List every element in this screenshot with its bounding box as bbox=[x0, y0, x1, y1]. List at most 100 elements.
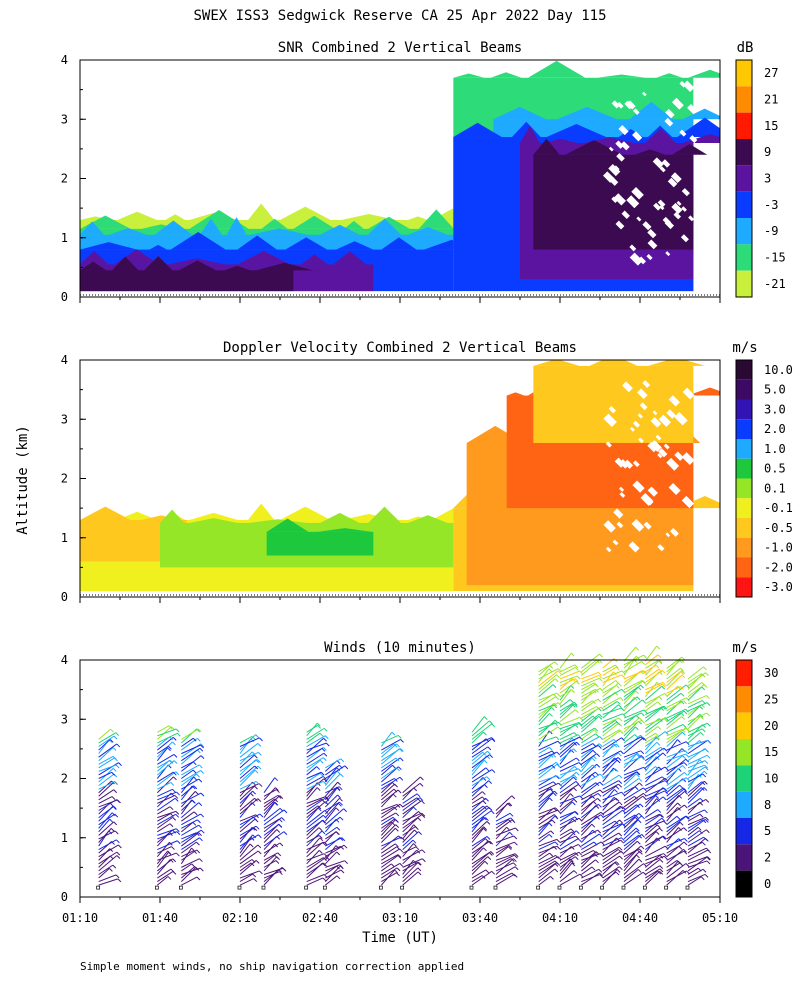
heatmap-fringe bbox=[528, 60, 586, 78]
wind-barb-flag bbox=[705, 829, 710, 834]
wind-barb bbox=[263, 801, 276, 818]
wind-barb bbox=[402, 797, 421, 811]
wind-barb bbox=[98, 781, 115, 790]
heatmap-gap bbox=[668, 482, 681, 495]
wind-barb-flag bbox=[278, 818, 283, 823]
heatmap-fringe bbox=[546, 124, 607, 138]
wind-barb-flag bbox=[705, 799, 710, 803]
wind-barb-flag bbox=[618, 682, 622, 687]
wind-barb-flag bbox=[341, 837, 346, 842]
wind-barb bbox=[581, 713, 600, 730]
wind-barb bbox=[98, 839, 117, 851]
wind-barb-flag bbox=[575, 681, 580, 685]
wind-barb bbox=[645, 717, 665, 726]
wind-barb bbox=[559, 689, 572, 705]
heatmap-fringe bbox=[237, 235, 277, 250]
wind-barb-flag bbox=[393, 743, 398, 748]
wind-barb bbox=[157, 823, 171, 833]
wind-barb bbox=[666, 815, 678, 826]
wind-barb bbox=[666, 741, 687, 751]
wind-barb bbox=[263, 807, 281, 822]
wind-barb-flag bbox=[575, 709, 579, 714]
wind-barb-flag bbox=[200, 743, 205, 748]
wind-barb bbox=[687, 860, 708, 868]
wind-barb-flag bbox=[109, 739, 114, 743]
wind-barb-flag bbox=[196, 749, 201, 754]
colorbar-label: 3 bbox=[764, 172, 771, 186]
wind-barb bbox=[666, 862, 681, 872]
colorbar-label: 1.0 bbox=[764, 442, 786, 456]
wind-barb-flag bbox=[685, 777, 690, 782]
colorbar-swatch bbox=[736, 165, 752, 192]
wind-barb-flag bbox=[619, 729, 623, 734]
wind-barb bbox=[559, 703, 573, 715]
wind-barb bbox=[581, 715, 594, 726]
wind-barb-flag bbox=[557, 856, 562, 861]
wind-barb-flag bbox=[663, 787, 668, 792]
wind-barb-flag bbox=[600, 841, 605, 846]
wind-barb-flag bbox=[395, 824, 400, 828]
wind-barb bbox=[306, 780, 324, 790]
heatmap-gap bbox=[655, 434, 662, 441]
wind-barb-flag bbox=[680, 686, 684, 690]
wind-barb-flag bbox=[419, 797, 424, 801]
wind-barb bbox=[263, 777, 276, 794]
wind-barb-flag bbox=[680, 712, 685, 717]
wind-barb-flag bbox=[576, 675, 581, 680]
wind-barb bbox=[623, 786, 636, 794]
wind-barb bbox=[580, 749, 594, 762]
wind-barb-flag bbox=[198, 778, 203, 783]
wind-barb bbox=[559, 776, 574, 790]
wind-barb-flag bbox=[486, 836, 491, 840]
wind-barb-flag bbox=[598, 659, 603, 664]
wind-barb-flag bbox=[277, 795, 282, 799]
wind-barb-flag bbox=[660, 814, 665, 818]
wind-barb bbox=[602, 850, 622, 865]
wind-barb bbox=[559, 835, 576, 843]
wind-barb bbox=[645, 718, 660, 730]
wind-barb bbox=[239, 783, 260, 794]
wind-barb bbox=[645, 766, 666, 779]
wind-barb bbox=[687, 695, 707, 705]
wind-barb bbox=[471, 847, 484, 861]
wind-barb bbox=[538, 692, 558, 701]
wind-barb bbox=[666, 777, 687, 790]
colorbar-label: -3.0 bbox=[764, 580, 793, 594]
wind-barb-flag bbox=[200, 867, 204, 872]
wind-barb bbox=[306, 874, 325, 883]
wind-barb-flag bbox=[399, 757, 404, 762]
heatmap-gap bbox=[608, 146, 614, 152]
wind-barb bbox=[666, 815, 687, 833]
heatmap-gap bbox=[633, 420, 640, 428]
wind-barb-flag bbox=[613, 739, 618, 743]
wind-barb bbox=[581, 872, 600, 886]
wind-barb-flag bbox=[592, 743, 597, 747]
wind-barb bbox=[538, 841, 556, 851]
wind-barb bbox=[602, 789, 615, 804]
heatmap-gap bbox=[632, 131, 643, 142]
wind-barb bbox=[623, 814, 636, 822]
wind-barb bbox=[98, 728, 111, 740]
wind-barb bbox=[380, 782, 393, 794]
heatmap-gap bbox=[642, 91, 647, 97]
wind-barb bbox=[559, 844, 579, 854]
heatmap-fringe bbox=[341, 214, 397, 220]
wind-barb bbox=[324, 781, 339, 797]
wind-barb-flag bbox=[661, 817, 666, 822]
wind-barb-flag bbox=[621, 670, 626, 675]
wind-barb bbox=[402, 861, 418, 872]
wind-barb-flag bbox=[421, 849, 426, 854]
wind-barb-flag bbox=[175, 828, 180, 833]
colorbar-swatch bbox=[736, 419, 752, 439]
wind-barb bbox=[666, 749, 685, 758]
wind-barb-flag bbox=[557, 726, 562, 731]
wind-barb bbox=[471, 731, 484, 744]
wind-barb bbox=[495, 819, 509, 829]
wind-barb-flag bbox=[421, 814, 426, 818]
wind-barb bbox=[666, 838, 685, 847]
wind-barb bbox=[239, 818, 256, 833]
heatmap-gap bbox=[680, 234, 689, 243]
wind-barb bbox=[380, 731, 393, 747]
colorbar-swatch bbox=[736, 557, 752, 578]
